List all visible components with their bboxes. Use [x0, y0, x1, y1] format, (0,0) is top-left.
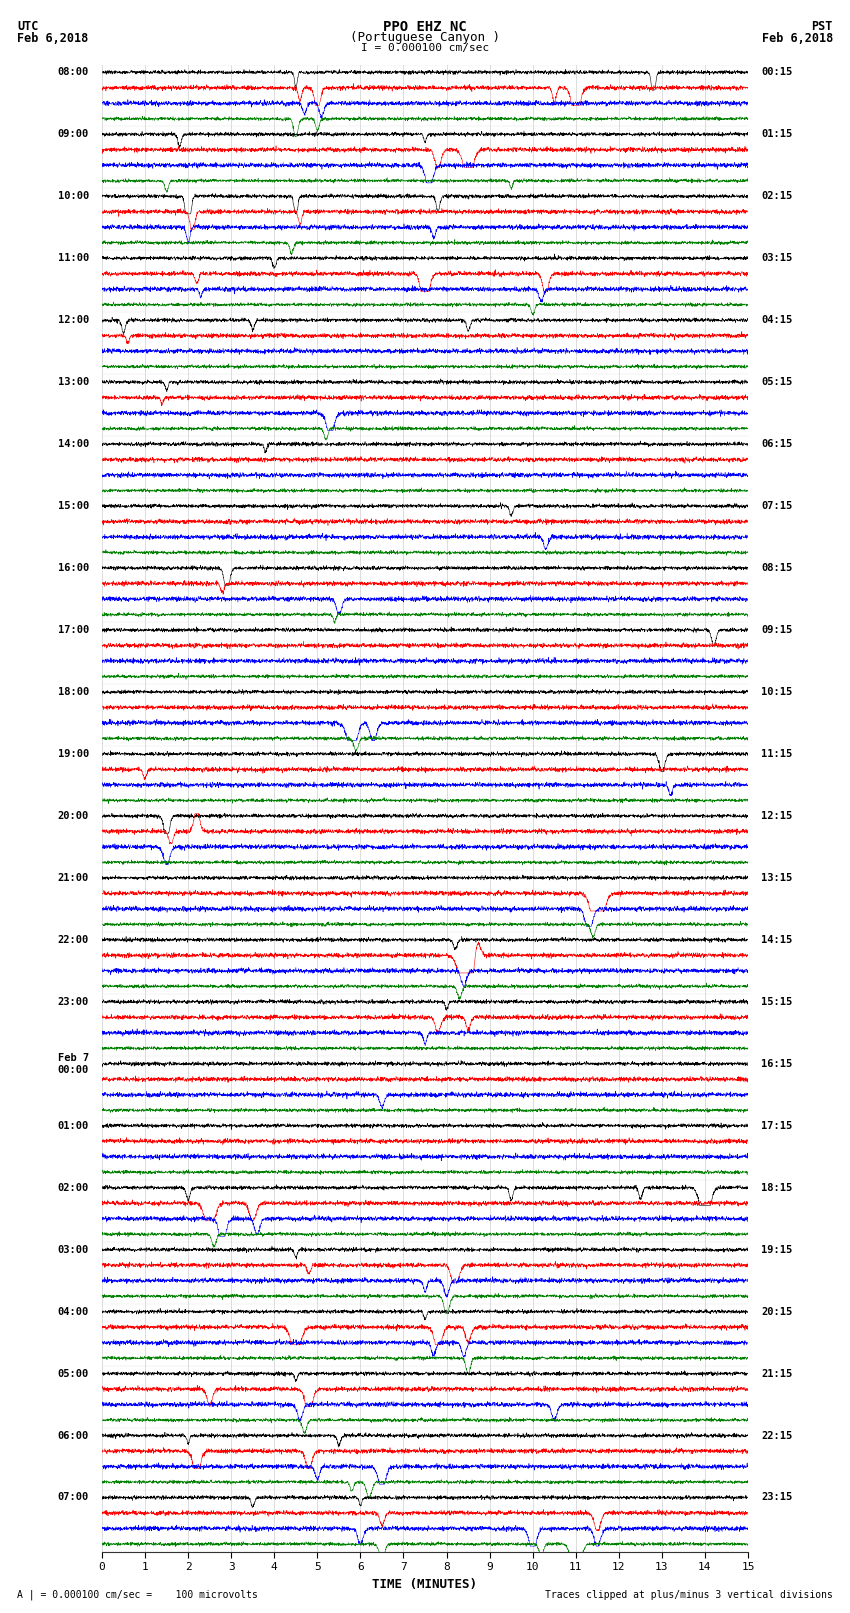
Text: Feb 7
00:00: Feb 7 00:00: [58, 1053, 89, 1074]
Text: 14:00: 14:00: [58, 439, 89, 448]
Text: UTC: UTC: [17, 19, 38, 34]
Text: 10:00: 10:00: [58, 192, 89, 202]
Text: 15:15: 15:15: [761, 997, 792, 1007]
Text: 14:15: 14:15: [761, 936, 792, 945]
Text: 20:00: 20:00: [58, 811, 89, 821]
Text: 09:15: 09:15: [761, 624, 792, 636]
Text: 09:00: 09:00: [58, 129, 89, 139]
Text: 03:15: 03:15: [761, 253, 792, 263]
Text: A | = 0.000100 cm/sec =    100 microvolts: A | = 0.000100 cm/sec = 100 microvolts: [17, 1589, 258, 1600]
Text: (Portuguese Canyon ): (Portuguese Canyon ): [350, 31, 500, 45]
Text: 05:15: 05:15: [761, 377, 792, 387]
Text: Traces clipped at plus/minus 3 vertical divisions: Traces clipped at plus/minus 3 vertical …: [545, 1590, 833, 1600]
Text: PPO EHZ NC: PPO EHZ NC: [383, 19, 467, 34]
Text: 22:15: 22:15: [761, 1431, 792, 1440]
Text: 12:00: 12:00: [58, 315, 89, 326]
Text: 16:00: 16:00: [58, 563, 89, 573]
Text: 18:15: 18:15: [761, 1182, 792, 1192]
X-axis label: TIME (MINUTES): TIME (MINUTES): [372, 1578, 478, 1590]
Text: 13:15: 13:15: [761, 873, 792, 882]
Text: 02:15: 02:15: [761, 192, 792, 202]
Text: 17:00: 17:00: [58, 624, 89, 636]
Text: 20:15: 20:15: [761, 1307, 792, 1316]
Text: 01:15: 01:15: [761, 129, 792, 139]
Text: 00:15: 00:15: [761, 68, 792, 77]
Text: 13:00: 13:00: [58, 377, 89, 387]
Text: 23:00: 23:00: [58, 997, 89, 1007]
Text: 08:00: 08:00: [58, 68, 89, 77]
Text: 21:15: 21:15: [761, 1368, 792, 1379]
Text: 01:00: 01:00: [58, 1121, 89, 1131]
Text: 06:15: 06:15: [761, 439, 792, 448]
Text: 11:00: 11:00: [58, 253, 89, 263]
Text: 21:00: 21:00: [58, 873, 89, 882]
Text: 15:00: 15:00: [58, 502, 89, 511]
Text: 06:00: 06:00: [58, 1431, 89, 1440]
Text: 04:00: 04:00: [58, 1307, 89, 1316]
Text: 16:15: 16:15: [761, 1058, 792, 1069]
Text: 04:15: 04:15: [761, 315, 792, 326]
Text: 07:00: 07:00: [58, 1492, 89, 1502]
Text: 23:15: 23:15: [761, 1492, 792, 1502]
Text: Feb 6,2018: Feb 6,2018: [762, 32, 833, 45]
Text: 17:15: 17:15: [761, 1121, 792, 1131]
Text: 18:00: 18:00: [58, 687, 89, 697]
Text: I = 0.000100 cm/sec: I = 0.000100 cm/sec: [361, 44, 489, 53]
Text: 10:15: 10:15: [761, 687, 792, 697]
Text: Feb 6,2018: Feb 6,2018: [17, 32, 88, 45]
Text: PST: PST: [812, 19, 833, 34]
Text: 19:15: 19:15: [761, 1245, 792, 1255]
Text: 03:00: 03:00: [58, 1245, 89, 1255]
Text: 08:15: 08:15: [761, 563, 792, 573]
Text: 11:15: 11:15: [761, 748, 792, 758]
Text: 05:00: 05:00: [58, 1368, 89, 1379]
Text: 19:00: 19:00: [58, 748, 89, 758]
Text: 02:00: 02:00: [58, 1182, 89, 1192]
Text: 12:15: 12:15: [761, 811, 792, 821]
Text: 07:15: 07:15: [761, 502, 792, 511]
Text: 22:00: 22:00: [58, 936, 89, 945]
